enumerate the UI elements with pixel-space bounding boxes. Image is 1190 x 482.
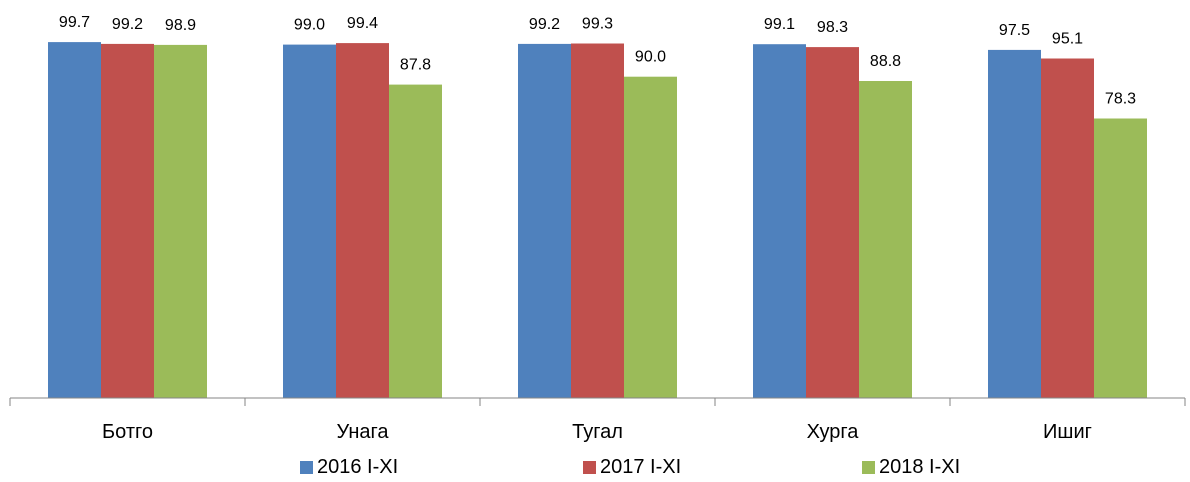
bar-chart: 99.7 99.2 98.9 99.0 99.4 87.8 99.2 99.3 90.0 99.1… (9, 14, 1186, 443)
bar-2-2017-i-xi (336, 43, 389, 398)
data-label-4-2017-i-xi: 98.3 (817, 19, 848, 36)
legend-label-2017: 2017 I-XI (600, 456, 682, 478)
data-label-3-2018-i-xi: 90.0 (635, 49, 666, 66)
x-tick-label-3: Тугал (572, 421, 623, 443)
bar-1-2017-i-xi (101, 43, 154, 399)
x-tick-label-2: Унага (337, 421, 390, 443)
legend: 2016 I-XI 2017 I-XI 2018 I-XI (0, 452, 1190, 482)
bar-5-2018-i-xi (1094, 118, 1147, 398)
data-label-4-2016-i-xi: 99.1 (764, 16, 795, 33)
data-label-2-2016-i-xi: 99.0 (294, 17, 325, 34)
bar-1-2018-i-xi (154, 44, 207, 399)
legend-item-2016: 2016 I-XI (300, 456, 398, 479)
bars-layer (48, 42, 1147, 399)
bar-2-2016-i-xi (283, 44, 336, 398)
bar-3-2017-i-xi (571, 43, 624, 398)
x-tick-label-5: Ишиг (1043, 421, 1092, 443)
data-labels-layer: 99.7 99.2 98.9 99.0 99.4 87.8 99.2 99.3 90.0 99.1… (59, 14, 1136, 107)
legend-swatch-2018 (862, 461, 875, 474)
legend-swatch-2017 (583, 461, 596, 474)
bar-3-2018-i-xi (624, 76, 677, 398)
data-label-2-2017-i-xi: 99.4 (347, 15, 378, 32)
bar-4-2018-i-xi (859, 81, 912, 398)
data-label-5-2017-i-xi: 95.1 (1052, 31, 1083, 48)
x-axis: Ботго Унага Тугал Хурга Ишиг (9, 397, 1186, 443)
data-label-5-2016-i-xi: 97.5 (999, 22, 1030, 39)
data-label-3-2016-i-xi: 99.2 (529, 16, 560, 33)
legend-label-2018: 2018 I-XI (879, 456, 961, 478)
x-tick-label-1: Ботго (102, 421, 153, 443)
data-label-1-2018-i-xi: 98.9 (165, 17, 196, 34)
data-label-5-2018-i-xi: 78.3 (1105, 91, 1136, 108)
data-label-2-2018-i-xi: 87.8 (400, 57, 431, 74)
bar-5-2016-i-xi (988, 49, 1041, 399)
legend-item-2017: 2017 I-XI (583, 456, 681, 479)
bar-2-2018-i-xi (389, 84, 442, 398)
bar-5-2017-i-xi (1041, 58, 1094, 398)
bar-3-2016-i-xi (518, 43, 571, 399)
bar-4-2017-i-xi (806, 47, 859, 398)
legend-item-2018: 2018 I-XI (862, 456, 960, 479)
x-tick-label-4: Хурга (807, 421, 860, 443)
data-label-3-2017-i-xi: 99.3 (582, 16, 613, 33)
data-label-1-2016-i-xi: 99.7 (59, 14, 90, 31)
data-label-4-2018-i-xi: 88.8 (870, 53, 901, 70)
bar-4-2016-i-xi (753, 44, 806, 398)
legend-swatch-2016 (300, 461, 313, 474)
bar-1-2016-i-xi (48, 42, 101, 398)
data-label-1-2017-i-xi: 99.2 (112, 16, 143, 33)
legend-label-2016: 2016 I-XI (317, 456, 399, 478)
